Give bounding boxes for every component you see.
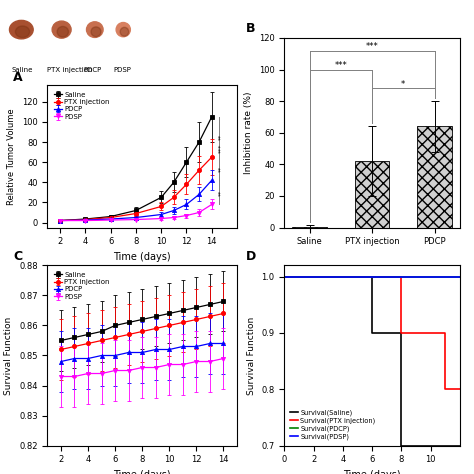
- Line: Survival(PTX injection): Survival(PTX injection): [284, 277, 460, 389]
- Survival(PTX injection): [442, 386, 448, 392]
- Survival(Saline): [369, 274, 375, 280]
- Bar: [418, 127, 452, 228]
- Ellipse shape: [120, 27, 128, 36]
- Y-axis label: Inhibition rate (%): Inhibition rate (%): [245, 91, 254, 174]
- Y-axis label: Relative Tumor Volume: Relative Tumor Volume: [8, 108, 17, 205]
- Legend: Survival(Saline), Survival(PTX injection), Survival(PDCP), Survival(PDSP): Survival(Saline), Survival(PTX injection…: [288, 407, 378, 442]
- Text: ***: ***: [335, 61, 347, 70]
- Survival(PTX injection): [457, 386, 463, 392]
- Text: *: *: [401, 80, 405, 89]
- Text: A: A: [13, 71, 23, 84]
- Ellipse shape: [15, 26, 29, 37]
- Text: **: **: [218, 165, 223, 172]
- Survival(Saline): [457, 443, 463, 448]
- Text: B: B: [246, 22, 255, 35]
- Survival(PTX injection): [442, 330, 448, 336]
- Ellipse shape: [57, 27, 68, 37]
- Survival(Saline): [282, 274, 287, 280]
- Legend: Saline, PTX injection, PDCP, PDSP: Saline, PTX injection, PDCP, PDSP: [51, 269, 112, 302]
- Survival(Saline): [399, 330, 404, 336]
- Text: C: C: [13, 250, 22, 263]
- Text: D: D: [246, 250, 256, 263]
- Text: **: **: [218, 189, 223, 195]
- Text: Saline: Saline: [12, 67, 33, 73]
- Text: ***: ***: [366, 42, 378, 51]
- X-axis label: Time (days): Time (days): [343, 470, 401, 474]
- Y-axis label: Survival Function: Survival Function: [247, 316, 256, 395]
- Ellipse shape: [91, 27, 101, 36]
- Survival(PTX injection): [399, 330, 404, 336]
- Text: PDCP: PDCP: [83, 67, 101, 73]
- Bar: [355, 161, 389, 228]
- Text: **: **: [218, 134, 223, 140]
- Survival(PTX injection): [399, 274, 404, 280]
- Ellipse shape: [86, 22, 103, 37]
- Survival(PTX injection): [282, 274, 287, 280]
- Text: ***: ***: [218, 144, 223, 153]
- Text: PDSP: PDSP: [114, 67, 132, 73]
- X-axis label: Time (days): Time (days): [113, 252, 171, 262]
- Y-axis label: Survival Function: Survival Function: [4, 316, 13, 395]
- Bar: [292, 227, 327, 228]
- Ellipse shape: [116, 23, 130, 37]
- Text: PTX injection: PTX injection: [47, 67, 93, 73]
- Legend: Saline, PTX injection, PDCP, PDSP: Saline, PTX injection, PDCP, PDSP: [51, 89, 112, 122]
- Ellipse shape: [52, 21, 71, 38]
- Survival(Saline): [369, 330, 375, 336]
- Ellipse shape: [9, 20, 33, 39]
- Line: Survival(Saline): Survival(Saline): [284, 277, 460, 446]
- Survival(Saline): [399, 443, 404, 448]
- X-axis label: Time (days): Time (days): [113, 470, 171, 474]
